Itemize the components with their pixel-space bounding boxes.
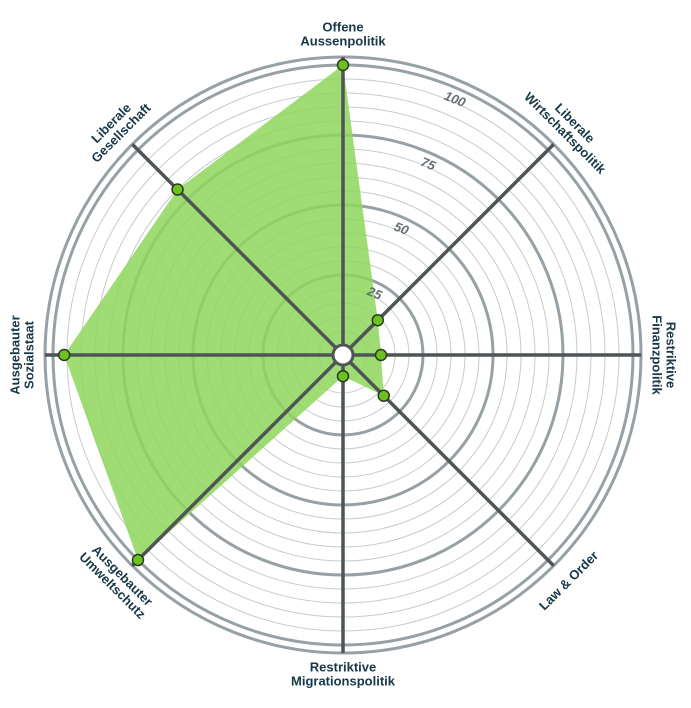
category-label-line: Restriktive	[310, 659, 376, 674]
category-label-line: Offene	[322, 19, 363, 34]
category-label-line: Migrationspolitik	[291, 673, 396, 688]
data-point	[336, 58, 350, 72]
category-label-line: Restriktive	[664, 322, 679, 388]
data-point	[374, 348, 388, 362]
center-hole	[331, 343, 355, 367]
category-label-line: Sozialstaat	[21, 320, 36, 389]
data-point	[171, 183, 184, 196]
data-area	[64, 65, 384, 561]
r-tick-label: 50	[392, 219, 412, 239]
category-label-line: Aussenpolitik	[300, 33, 386, 48]
r-tick-label: 25	[364, 283, 385, 303]
data-point	[377, 389, 390, 402]
category-label-line: Finanzpolitik	[650, 315, 665, 395]
axis-spoke	[131, 353, 345, 567]
data-point	[371, 313, 385, 327]
axis-spoke	[341, 353, 555, 567]
data-point	[336, 369, 350, 383]
data-point	[57, 348, 71, 362]
category-label-line: Ausgebauter	[7, 315, 22, 394]
data-point	[131, 553, 145, 567]
axis-spoke	[131, 143, 345, 357]
category-label: Ausgebauter Sozialstaat	[7, 315, 36, 394]
r-tick-label: 75	[419, 154, 439, 174]
